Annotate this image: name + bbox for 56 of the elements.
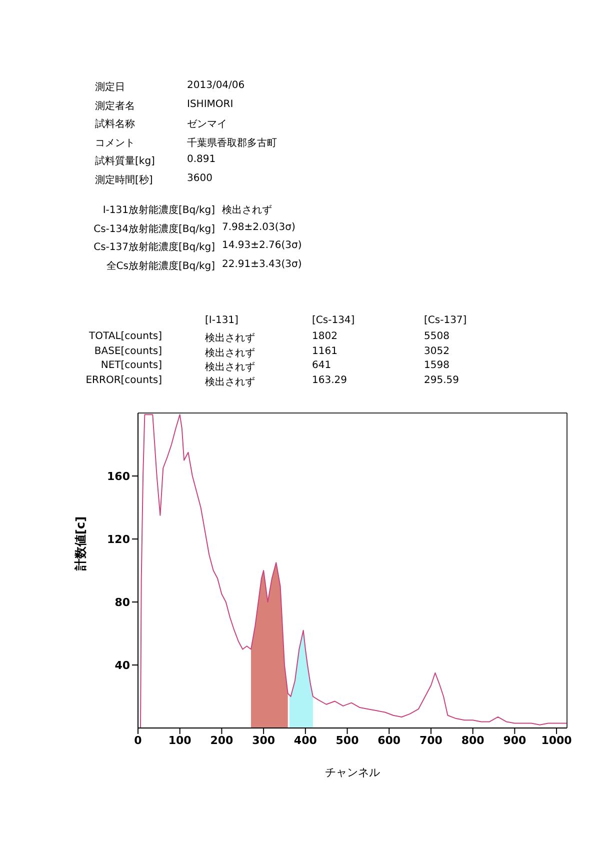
- text: 検出されず: [222, 204, 272, 217]
- x-tick-label: 900: [503, 734, 527, 747]
- x-tick-label: 100: [168, 734, 192, 747]
- text: TOTAL[counts]: [89, 331, 162, 342]
- text: 検出されず: [205, 332, 255, 345]
- text: [I-131]: [205, 315, 238, 326]
- text: 7.98±2.03(3σ): [222, 222, 296, 232]
- text: 3052: [424, 346, 450, 356]
- text: 全Cs放射能濃度[Bq/kg]: [106, 260, 215, 272]
- text: 295.59: [424, 374, 459, 386]
- text: Cs-134放射能濃度[Bq/kg]: [94, 222, 215, 236]
- y-axis-title: 計数値[c]: [73, 516, 88, 572]
- text: 1598: [424, 360, 450, 371]
- text: 検出されず: [205, 360, 255, 374]
- text: ゼンマイ: [187, 118, 227, 131]
- text: BASE[counts]: [94, 346, 162, 356]
- text: 検出されず: [205, 346, 255, 360]
- x-tick-label: 300: [252, 734, 276, 747]
- text: 千葉県香取郡多古町: [187, 136, 277, 150]
- text: ERROR[counts]: [86, 374, 162, 386]
- text: [Cs-137]: [424, 315, 467, 326]
- text: 5508: [424, 331, 450, 342]
- text: [Cs-134]: [312, 315, 355, 326]
- x-tick-label: 0: [134, 734, 142, 747]
- x-tick-label: 200: [210, 734, 234, 747]
- text: 22.91±3.43(3σ): [222, 258, 302, 270]
- y-tick-label: 80: [114, 596, 130, 609]
- text: 1161: [312, 346, 338, 356]
- text: 0.891: [187, 154, 216, 165]
- x-tick-label: 600: [378, 734, 401, 747]
- text: 試料名称: [95, 118, 135, 131]
- text: Cs-137放射能濃度[Bq/kg]: [94, 240, 215, 254]
- text: 3600: [187, 172, 212, 184]
- y-tick-label: 40: [114, 658, 130, 672]
- text: 検出されず: [205, 376, 255, 388]
- text: 測定者名: [95, 100, 135, 112]
- text: 2013/04/06: [187, 80, 245, 91]
- text: NET[counts]: [100, 360, 162, 371]
- text: 測定時間[秒]: [95, 174, 153, 186]
- y-tick-label: 160: [107, 470, 130, 483]
- text: 試料質量[kg]: [95, 154, 155, 168]
- x-tick-label: 500: [336, 734, 360, 747]
- text: コメント: [95, 136, 135, 150]
- text: 163.29: [312, 374, 347, 386]
- y-tick-label: 120: [107, 532, 130, 546]
- x-axis-title: チャンネル: [325, 766, 380, 779]
- text: ISHIMORI: [187, 98, 234, 110]
- text: 測定日: [95, 80, 125, 94]
- text: I-131放射能濃度[Bq/kg]: [102, 204, 215, 217]
- text: 641: [312, 360, 332, 371]
- x-tick-label: 1000: [541, 734, 572, 747]
- text: 14.93±2.76(3σ): [222, 240, 302, 251]
- x-tick-label: 400: [294, 734, 318, 747]
- text: 1802: [312, 331, 338, 342]
- x-tick-label: 700: [419, 734, 443, 747]
- x-tick-label: 800: [461, 734, 485, 747]
